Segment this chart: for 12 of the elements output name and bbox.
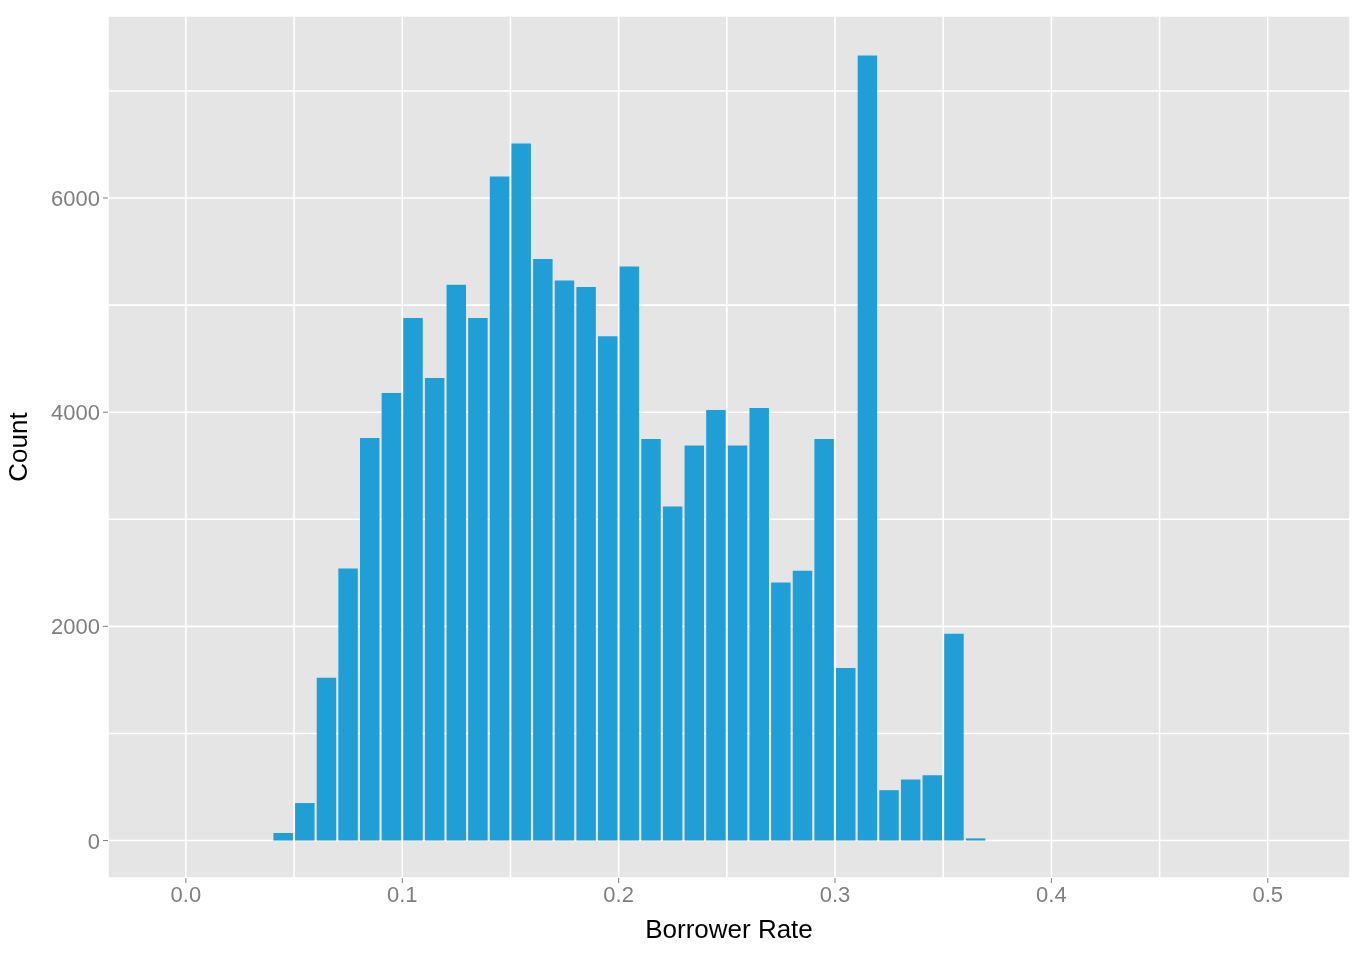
x-tick-label: 0.5 [1252,882,1284,907]
y-axis-title: Count [3,411,34,482]
x-tick-label: 0.0 [170,882,202,907]
y-tick-label: 4000 [51,400,100,426]
y-tick-label: 0 [87,828,100,854]
x-tick-label: 0.3 [819,882,851,907]
y-tick-label: 2000 [51,614,100,640]
y-tick-label: 6000 [51,186,100,212]
x-tick-label: 0.4 [1036,882,1067,907]
x-axis-title: Borrower Rate [645,914,813,944]
x-tick-label: 0.1 [386,882,418,907]
x-tick-label: 0.2 [603,882,634,907]
